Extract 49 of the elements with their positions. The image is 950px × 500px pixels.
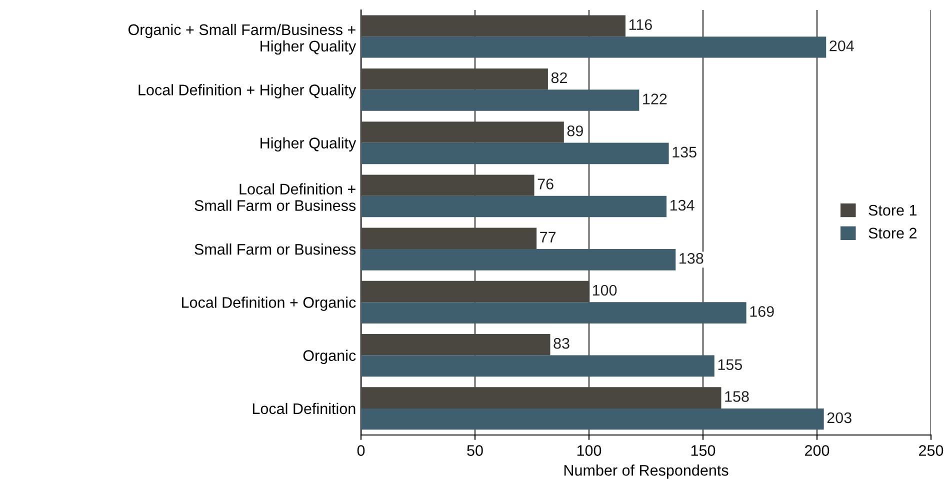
bar — [361, 142, 669, 164]
bar — [361, 387, 722, 408]
y-tick-label: Organic + Small Farm/Business + Higher Quality — [128, 24, 356, 55]
x-tick-label: 50 — [467, 445, 483, 456]
y-tick-label: Higher Quality — [260, 137, 356, 152]
x-tick-label: 150 — [691, 445, 716, 456]
data-label: 76 — [538, 178, 554, 190]
data-label: 169 — [750, 306, 774, 317]
bar — [361, 68, 548, 90]
x-tick-label: 100 — [577, 445, 602, 456]
bar — [361, 408, 824, 430]
x-tick-label: 200 — [805, 445, 830, 456]
bar — [361, 174, 534, 196]
data-label: 89 — [567, 125, 583, 136]
data-label: 82 — [551, 72, 567, 84]
data-label: 83 — [554, 338, 570, 349]
data-label: 116 — [629, 19, 652, 30]
data-label: 158 — [725, 391, 749, 402]
data-label: 155 — [718, 359, 742, 370]
data-label: 204 — [830, 40, 854, 52]
bar — [361, 36, 826, 58]
y-tick-label: Small Farm or Business — [194, 244, 356, 255]
x-tick-label: 250 — [919, 445, 944, 456]
bar — [361, 355, 714, 377]
bar — [361, 90, 640, 111]
y-tick-label: Local Definition + Organic — [182, 296, 356, 311]
y-tick-label: Local Definition — [252, 402, 356, 414]
data-label: 122 — [643, 94, 667, 104]
bar — [361, 302, 746, 324]
bar — [361, 249, 676, 270]
y-tick-label: Organic — [303, 350, 356, 364]
data-label: 134 — [670, 200, 694, 211]
legend-label: Store 1 — [868, 204, 917, 216]
data-label: 203 — [827, 412, 852, 424]
data-label: 135 — [672, 146, 696, 158]
data-label: 100 — [592, 284, 617, 296]
y-tick-label: Local Definition + Small Farm or Business — [194, 183, 356, 211]
bar — [361, 334, 550, 356]
bar — [361, 280, 589, 302]
legend-label: Store 2 — [868, 228, 916, 239]
bar — [361, 228, 537, 250]
bar — [361, 196, 667, 218]
data-label: 138 — [680, 252, 704, 264]
bar — [361, 15, 626, 37]
x-tick-label: 0 — [357, 445, 365, 456]
y-tick-label: Local Definition + Higher Quality — [138, 84, 356, 98]
data-label: 77 — [540, 232, 556, 242]
bar — [361, 122, 564, 143]
x-axis-title: Number of Respondents — [564, 464, 728, 479]
